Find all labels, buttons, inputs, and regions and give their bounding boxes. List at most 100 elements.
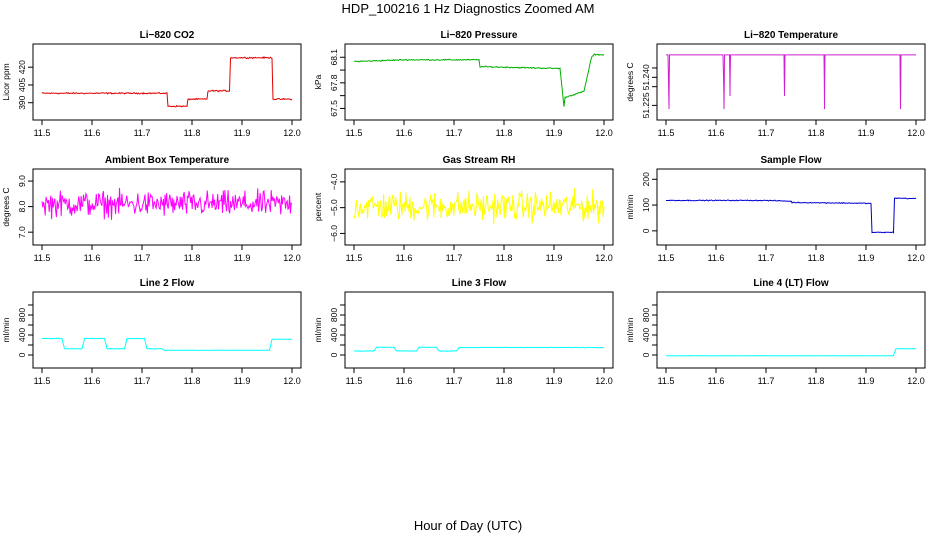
x-tick-label: 12.0 (283, 253, 301, 263)
y-tick-label: 405 (17, 78, 27, 92)
panel-6: Sample Flow ml/min 11.5 11.6 11.7 11.8 11.9 12.… (625, 155, 926, 263)
panel-5: Gas Stream RH percent 11.5 11.6 11.7 11.8 11.9… (313, 155, 614, 263)
y-tick-label: 0 (641, 228, 651, 233)
x-tick-label: 11.7 (758, 128, 775, 138)
x-tick-label: 11.7 (446, 128, 463, 138)
x-tick-label: 11.5 (346, 253, 363, 263)
y-tick-label: −5.0 (329, 199, 339, 216)
x-tick-label: 11.6 (708, 253, 725, 263)
panel-title: Li−820 CO2 (140, 30, 195, 41)
y-tick-label: 400 (641, 328, 651, 342)
x-tick-label: 12.0 (907, 128, 925, 138)
plot-frame (344, 43, 614, 121)
x-tick-label: 11.6 (396, 253, 413, 263)
y-tick-label: 9.0 (17, 175, 27, 187)
x-tick-label: 11.5 (34, 253, 51, 263)
series-line-1 (666, 347, 916, 357)
x-tick-label: 12.0 (907, 253, 925, 263)
y-tick-label: 67.5 (329, 100, 339, 117)
x-tick-label: 12.0 (595, 253, 613, 263)
x-tick-label: 11.7 (134, 376, 151, 386)
y-axis-label: kPa (313, 74, 323, 89)
y-axis-label: Licor ppm (1, 63, 11, 100)
y-tick-label: 800 (17, 308, 27, 322)
x-tick-label: 11.7 (134, 128, 151, 138)
x-tick-label: 12.0 (595, 376, 613, 386)
y-axis-label: ml/min (1, 317, 11, 342)
panel-4: Ambient Box Temperature degrees C 11.5 11.6… (1, 155, 302, 263)
x-axis-label: Hour of Day (UTC) (413, 518, 523, 533)
panel-3: Li−820 Temperature degrees C 11.5 11.6 11.7 1… (625, 30, 926, 138)
x-tick-label: 11.8 (496, 376, 513, 386)
x-tick-label: 11.9 (234, 376, 251, 386)
y-tick-label: 67.8 (329, 74, 339, 91)
x-tick-label: 11.5 (346, 376, 363, 386)
series-line-1 (42, 337, 292, 352)
series-line-1 (666, 197, 917, 234)
x-tick-label: 11.5 (34, 128, 51, 138)
y-axis-label: degrees C (1, 187, 11, 226)
x-tick-label: 11.6 (396, 128, 413, 138)
y-axis-label: ml/min (625, 317, 635, 342)
plot-frame (656, 291, 926, 369)
x-tick-label: 11.9 (234, 128, 251, 138)
y-tick-label: 390 (17, 95, 27, 109)
x-tick-label: 11.8 (496, 128, 513, 138)
x-tick-label: 11.6 (84, 376, 101, 386)
x-tick-label: 11.5 (34, 376, 51, 386)
y-tick-label: 400 (17, 328, 27, 342)
x-tick-label: 11.7 (446, 376, 463, 386)
x-tick-label: 11.7 (134, 253, 151, 263)
x-tick-label: 11.6 (84, 128, 101, 138)
x-tick-label: 11.5 (658, 128, 675, 138)
y-axis-label: percent (313, 192, 323, 221)
series-line-1 (353, 53, 605, 107)
y-axis-label: ml/min (625, 194, 635, 219)
series-line-1 (353, 188, 605, 225)
x-tick-label: 11.6 (396, 376, 413, 386)
panel-title: Line 4 (LT) Flow (753, 278, 829, 289)
x-tick-label: 12.0 (283, 376, 301, 386)
plot-frame (656, 43, 926, 121)
y-axis-label: ml/min (313, 317, 323, 342)
panel-title: Line 3 Flow (452, 278, 507, 289)
x-tick-label: 12.0 (595, 128, 613, 138)
figure-title: HDP_100216 1 Hz Diagnostics Zoomed AM (341, 1, 595, 16)
y-tick-label: 51.225 (641, 92, 651, 118)
panel-9: Line 4 (LT) Flow ml/min 11.5 11.6 11.7 11.8 11… (625, 278, 926, 386)
panel-title: Gas Stream RH (443, 155, 516, 166)
y-tick-label: 800 (329, 308, 339, 322)
plot-frame (656, 168, 926, 246)
x-tick-label: 11.8 (808, 376, 825, 386)
plot-frame (344, 291, 614, 369)
x-tick-label: 11.7 (446, 253, 463, 263)
x-tick-label: 11.9 (858, 128, 875, 138)
x-tick-label: 11.8 (184, 376, 201, 386)
x-tick-label: 11.8 (184, 253, 201, 263)
panel-2: Li−820 Pressure kPa 11.5 11.6 11.7 11.8 11.9 12… (313, 30, 614, 138)
panel-title: Li−820 Temperature (744, 30, 838, 41)
x-tick-label: 11.5 (346, 128, 363, 138)
x-tick-label: 11.6 (708, 128, 725, 138)
panel-8: Line 3 Flow ml/min 11.5 11.6 11.7 11.8 11.9 12.… (313, 278, 614, 386)
y-axis-label: degrees C (625, 62, 635, 101)
y-tick-label: 51.240 (641, 64, 651, 90)
panel-title: Ambient Box Temperature (105, 155, 230, 166)
x-tick-label: 11.5 (658, 253, 675, 263)
x-tick-label: 11.9 (546, 128, 563, 138)
series-line-1 (354, 346, 604, 352)
y-tick-label: 800 (641, 308, 651, 322)
x-tick-label: 11.8 (808, 128, 825, 138)
x-tick-label: 11.9 (546, 376, 563, 386)
series-line-1 (666, 54, 916, 110)
y-tick-label: 8.0 (17, 200, 27, 212)
x-tick-label: 11.8 (496, 253, 513, 263)
x-tick-label: 11.6 (708, 376, 725, 386)
y-tick-label: 420 (17, 60, 27, 74)
x-tick-label: 11.9 (858, 253, 875, 263)
series-line-1 (41, 56, 293, 108)
x-tick-label: 11.9 (234, 253, 251, 263)
y-tick-label: 400 (329, 328, 339, 342)
x-tick-label: 12.0 (283, 128, 301, 138)
